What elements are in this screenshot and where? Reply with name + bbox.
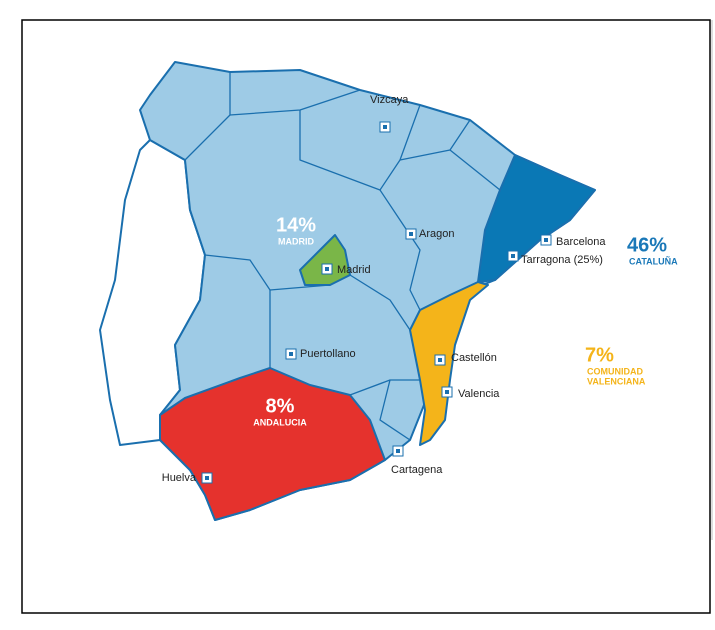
region-value: 14% (276, 214, 316, 236)
region-name: MADRID (278, 236, 314, 246)
city-label: Aragon (419, 228, 454, 240)
city-label: Tarragona (25%) (521, 254, 603, 266)
city-dot (511, 254, 515, 258)
region-layer (159, 154, 596, 521)
region-name: CATALUÑA (629, 256, 678, 266)
region-value: 46% (627, 234, 667, 256)
region-name: COMUNIDAD (587, 366, 643, 376)
city-dot (544, 238, 548, 242)
city-dot (205, 476, 209, 480)
city-dot (445, 390, 449, 394)
internal-borders (184, 72, 501, 441)
city-label: Vizcaya (370, 94, 409, 106)
label-layer: 14%MADRID 8%ANDALUCIA 46%CATALUÑA 7%COMUNID… (162, 94, 678, 484)
city-label: Madrid (337, 264, 371, 276)
region-name: VALENCIANA (587, 376, 646, 386)
city-dot (325, 267, 329, 271)
region (159, 367, 386, 521)
city-label: Barcelona (556, 236, 606, 248)
city-label: Valencia (458, 388, 500, 400)
city-dot (289, 352, 293, 356)
region (409, 281, 489, 446)
region-value: 8% (266, 395, 295, 417)
region-value: 7% (585, 344, 614, 366)
city-label: Castellón (451, 352, 497, 364)
region-name: ANDALUCIA (253, 417, 307, 427)
city-dot (383, 125, 387, 129)
city-dot (438, 358, 442, 362)
region (299, 234, 351, 286)
frame (21, 19, 711, 614)
city-label: Huelva (162, 472, 197, 484)
city-label: Puertollano (300, 348, 356, 360)
city-label: Cartagena (391, 464, 443, 476)
city-dot (396, 449, 400, 453)
city-dot (409, 232, 413, 236)
